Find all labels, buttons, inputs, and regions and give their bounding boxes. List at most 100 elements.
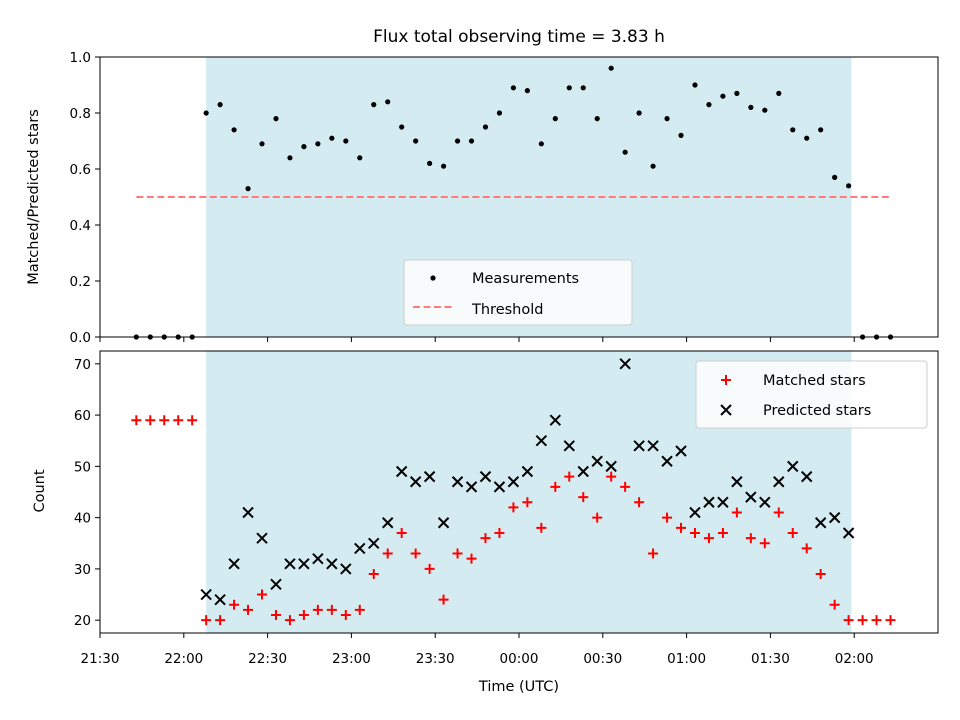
predicted-star-point — [814, 517, 827, 529]
measurement-point — [706, 102, 712, 108]
ratio-y-tick-label: 0.8 — [70, 106, 91, 122]
predicted-star-point — [745, 491, 757, 503]
matched-star-point — [773, 507, 784, 518]
matched-star-point — [438, 594, 449, 605]
measurement-point — [482, 124, 489, 130]
matched-star-point — [508, 502, 519, 513]
measurement-point — [273, 116, 279, 122]
measurement-point — [622, 149, 628, 155]
predicted-star-point — [465, 481, 478, 493]
matched-star-point — [173, 415, 184, 426]
ratio-y-tick-label: 0.4 — [70, 218, 91, 234]
predicted-star-point — [773, 476, 785, 488]
matched-star-point — [159, 415, 170, 426]
matched-star-point — [187, 415, 198, 426]
legend-predicted-marker — [720, 404, 732, 416]
count-y-tick-label: 60 — [74, 408, 91, 424]
predicted-star-point — [675, 445, 687, 457]
matched-star-point — [731, 507, 742, 518]
predicted-star-point — [437, 517, 450, 529]
matched-star-point — [634, 497, 645, 508]
measurement-point — [608, 65, 614, 71]
matched-star-point — [717, 528, 728, 539]
measurement-point — [287, 155, 293, 161]
measurement-point — [594, 116, 600, 122]
matched-star-point — [215, 615, 226, 626]
ratio-frame — [99, 56, 939, 338]
predicted-star-point — [731, 476, 743, 488]
predicted-star-point — [326, 558, 338, 570]
predicted-star-point — [521, 465, 534, 478]
matched-star-point — [326, 604, 337, 615]
matched-star-point — [522, 497, 533, 508]
matched-star-point — [466, 553, 477, 564]
matched-star-point — [648, 548, 659, 559]
measurement-point — [231, 127, 237, 133]
ratio-y-tick-label: 0.0 — [70, 330, 91, 346]
count-y-tick-label: 50 — [74, 459, 91, 475]
predicted-star-point — [200, 588, 212, 601]
measurement-point — [357, 155, 363, 161]
ratio-legend-box — [403, 259, 633, 326]
ratio-y-tick-label: 0.6 — [70, 162, 91, 178]
matched-star-point — [536, 522, 547, 533]
matched-star-point — [606, 471, 617, 482]
matched-star-point — [885, 615, 896, 626]
time-x-axis-label: Time (UTC) — [478, 679, 559, 695]
ratio-y-tick-label: 0.2 — [70, 274, 91, 290]
predicted-star-point — [577, 465, 589, 478]
measurement-point — [343, 138, 349, 144]
matched-star-point — [229, 599, 240, 610]
count-legend-box — [695, 360, 928, 429]
predicted-star-point — [395, 465, 408, 478]
predicted-star-point — [703, 496, 715, 508]
ratio-panel: 0.0 0.2 0.4 0.6 0.8 1.0 Measurements Threshold — [70, 50, 939, 346]
measurement-point — [189, 334, 195, 340]
predicted-star-point — [368, 537, 380, 549]
matched-star-point — [494, 528, 505, 539]
predicted-star-point — [493, 481, 506, 493]
matched-star-point — [745, 533, 756, 544]
legend-matched-marker — [721, 375, 731, 385]
count-x-tick-label: 23:00 — [332, 651, 371, 667]
predicted-star-point — [298, 558, 310, 570]
measurement-point — [440, 163, 447, 169]
measurement-point — [887, 334, 894, 340]
predicted-star-point — [423, 470, 436, 483]
predicted-star-point — [759, 496, 771, 508]
matched-star-point — [340, 610, 351, 621]
measurement-point — [329, 135, 335, 141]
count-frame — [99, 350, 939, 634]
measurement-point — [720, 93, 726, 99]
predicted-star-point — [451, 476, 464, 488]
predicted-star-point — [619, 358, 631, 370]
measurement-point — [804, 135, 810, 141]
matched-star-point — [424, 563, 435, 574]
matched-star-point — [312, 604, 323, 615]
matched-star-point — [354, 604, 365, 615]
measurement-point — [301, 144, 307, 150]
measurement-point — [692, 82, 698, 88]
predicted-star-point — [354, 542, 366, 555]
predicted-star-point — [801, 470, 813, 483]
measurement-point — [832, 174, 838, 180]
predicted-star-point — [340, 563, 352, 575]
matched-star-point — [662, 512, 673, 523]
measurement-point — [678, 132, 684, 138]
measurement-point — [217, 102, 223, 108]
legend-measurements-marker — [430, 275, 436, 281]
count-y-tick-label: 20 — [74, 613, 91, 629]
predicted-star-point — [563, 440, 575, 452]
matched-star-point — [578, 492, 589, 503]
matched-star-point — [871, 615, 882, 626]
measurement-point — [762, 107, 768, 113]
predicted-star-point — [647, 440, 659, 452]
measurement-point — [580, 85, 586, 91]
matched-star-point — [298, 610, 309, 621]
measurement-point — [413, 138, 419, 144]
predicted-star-point — [633, 440, 645, 452]
count-x-tick-label: 22:30 — [248, 651, 287, 667]
count-x-tick-label: 00:30 — [583, 651, 622, 667]
measurement-point — [664, 116, 670, 122]
predicted-star-point — [787, 460, 799, 473]
